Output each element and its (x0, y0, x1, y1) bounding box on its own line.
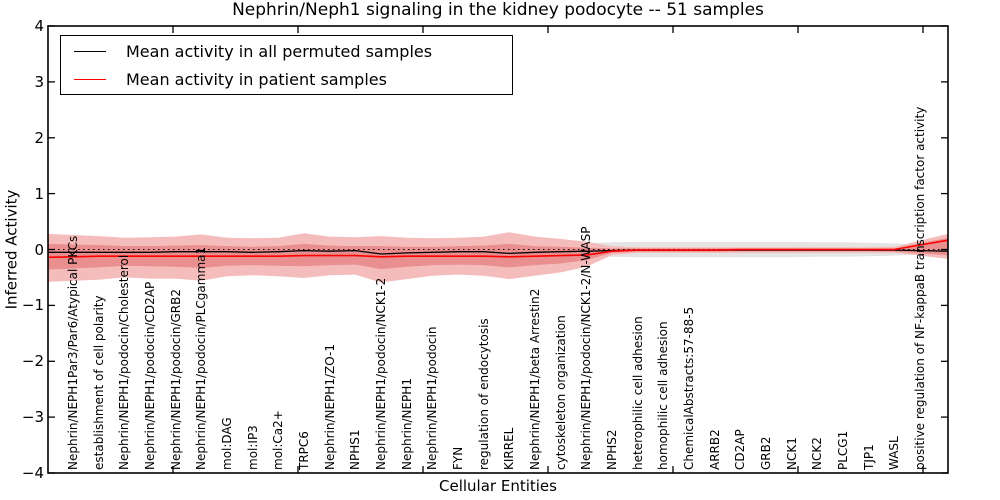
x-tick-label: Nephrin/NEPH1/ZO-1 (322, 344, 337, 470)
x-tick-label: Nephrin/NEPH1/podocin/CD2AP (143, 281, 157, 470)
x-tick-label: mol:IP3 (245, 425, 260, 470)
x-tick-label: NPHS2 (605, 429, 619, 471)
x-tick-label: NCK1 (784, 437, 799, 470)
x-tick-label: Nephrin/NEPH1/podocin/NCK1-2 (374, 277, 388, 470)
x-tick-label: regulation of endocytosis (476, 318, 491, 470)
x-tick-label: cytoskeleton organization (553, 315, 568, 470)
x-tick-label: Nephrin/NEPH1/podocin/PLCgamma1 (194, 246, 209, 470)
x-tick-label: KIRREL (502, 427, 517, 470)
x-tick-label: Nephrin/NEPH1/podocin/GRB2 (168, 289, 183, 470)
y-tick-label: −2 (21, 352, 44, 371)
x-tick-label: GRB2 (759, 436, 773, 470)
x-tick-label: NCK2 (810, 437, 825, 470)
x-tick-label: CD2AP (733, 429, 748, 470)
x-tick-label: establishment of cell polarity (91, 295, 106, 470)
x-tick-label: ChemicalAbstracts:57-88-5 (682, 306, 696, 470)
legend-entry-label: Mean activity in patient samples (126, 69, 387, 89)
legend-line-sample (74, 50, 106, 52)
x-tick-label: ARRB2 (707, 429, 722, 470)
y-tick-label: 1 (34, 184, 44, 203)
y-tick-label: 0 (34, 240, 44, 259)
chart-title: Nephrin/Neph1 signaling in the kidney po… (232, 0, 764, 20)
x-tick-label: Nephrin/NEPH1/podocin/Cholesterol (117, 254, 132, 470)
y-tick-label: 2 (34, 128, 44, 147)
x-axis-label: Cellular Entities (439, 477, 557, 495)
x-tick-label: mol:Ca2+ (271, 410, 286, 470)
x-tick-label: Nephrin/NEPH1 (399, 378, 414, 470)
legend: Mean activity in all permuted samples Me… (60, 35, 513, 95)
y-tick-label: 4 (34, 17, 44, 35)
x-tick-label: FYN (451, 446, 465, 470)
legend-entry-label: Mean activity in all permuted samples (126, 41, 433, 61)
x-tick-label: WASL (887, 436, 902, 470)
y-tick-label: −4 (21, 464, 44, 482)
x-tick-label: PLCG1 (836, 430, 850, 470)
x-tick-label: positive regulation of NF-kappaB transcr… (913, 106, 927, 470)
y-tick-label: −3 (21, 408, 44, 427)
legend-entry: Mean activity in all permuted samples (61, 38, 512, 64)
x-tick-label: Nephrin/NEPH1/podocin (425, 326, 440, 470)
x-tick-label: mol:DAG (220, 417, 234, 470)
x-tick-label: Nephrin/NEPH1Par3/Par6/Atypical PKCs (66, 235, 80, 470)
y-tick-label: −1 (21, 296, 44, 315)
x-tick-label: heterophilic cell adhesion (630, 316, 645, 470)
legend-line-sample (74, 78, 106, 80)
x-tick-label: NPHS1 (348, 429, 363, 471)
x-tick-label: TRPC6 (297, 431, 311, 470)
y-tick-label: 3 (34, 72, 44, 91)
x-tick-label: Nephrin/NEPH1/podocin/NCK1-2/N-WASP (579, 226, 594, 470)
legend-entry: Mean activity in patient samples (61, 66, 512, 92)
x-tick-label: TJP1 (861, 444, 876, 470)
x-tick-label: homophilic cell adhesion (656, 321, 671, 470)
x-tick-label: Nephrin/NEPH1/beta Arrestin2 (528, 288, 542, 470)
